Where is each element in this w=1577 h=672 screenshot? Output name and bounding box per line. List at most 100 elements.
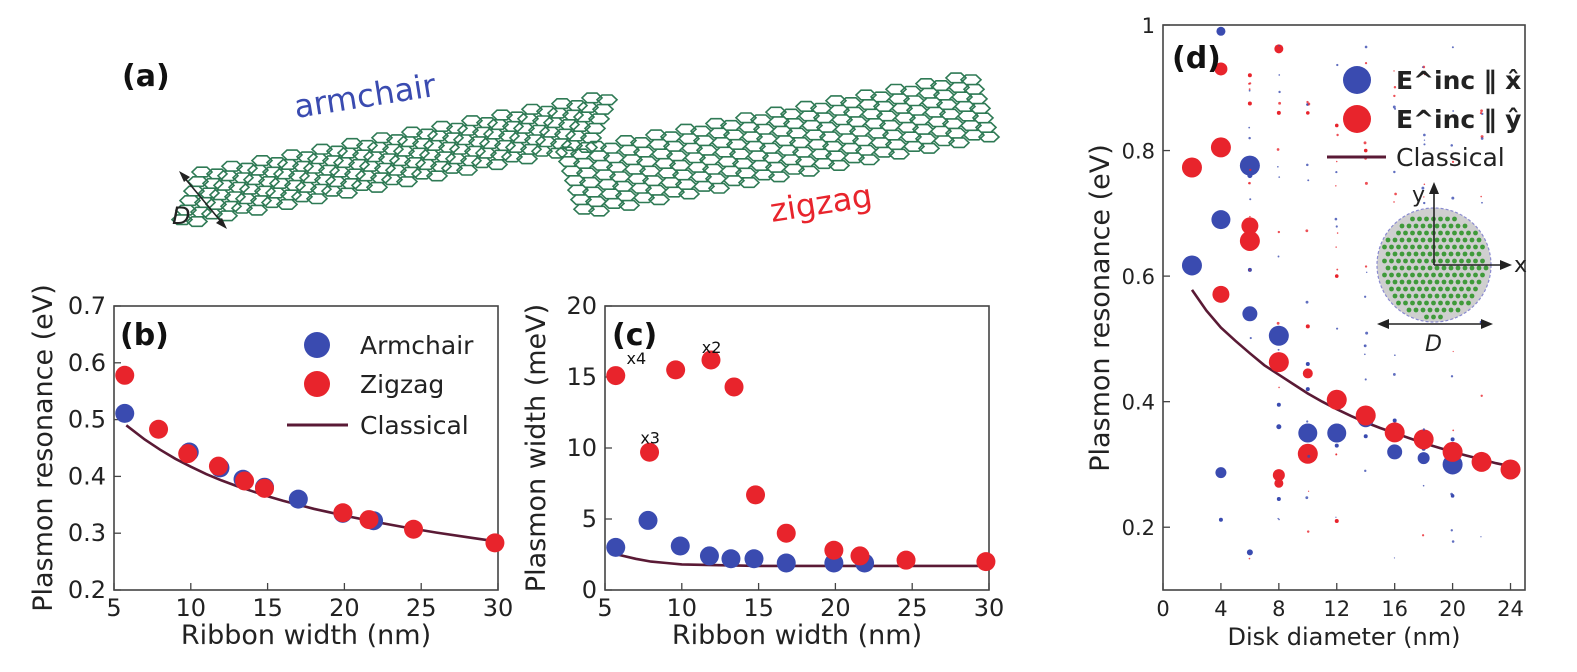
disk-atom [1389,258,1394,264]
data-point [670,536,690,556]
chart-d-classical-line [1190,289,1511,468]
disk-atom [1410,300,1415,306]
disk-atom [1445,300,1450,306]
y-tick-label: 0.4 [1122,391,1155,415]
fine-structure-dot [1335,516,1337,518]
fine-structure-dot [1364,45,1368,49]
data-point [1442,441,1463,462]
data-point [850,546,870,566]
disk-atom [1389,286,1394,292]
disk-atom [1396,244,1401,250]
disk-atom [1473,286,1478,292]
fine-structure-dot [1480,195,1482,198]
disk-atom [1452,244,1457,250]
disk-atom [1434,223,1440,229]
x-tick-label: 10 [667,594,698,622]
data-point [1211,210,1231,230]
disk-atom [1438,216,1443,222]
data-point [1297,443,1318,464]
disk-atom [1441,307,1447,313]
disk-atom [1399,265,1405,271]
legend-classical-text: Classical [360,411,469,440]
disk-atom [1469,293,1475,299]
fine-structure-dot [1278,101,1282,105]
disk-atom [1399,251,1405,257]
data-point [1327,423,1347,443]
chart-b-legend: Armchair Zigzag Classical [287,331,474,440]
disk-atom [1427,237,1433,243]
data-point [976,552,996,572]
data-point [606,366,626,386]
disk-atom [1420,279,1426,285]
data-point [1298,423,1318,443]
data-point [824,540,844,560]
data-point [1363,148,1368,153]
y-tick-label: 0 [582,576,597,604]
disk-atom [1466,258,1471,264]
disk-atom [1410,258,1415,264]
fine-structure-dot [1278,176,1281,178]
fine-structure-dot [1336,268,1339,271]
y-tick-label: 20 [566,292,597,320]
fine-structure-dot [1422,428,1426,431]
disk-atom [1452,286,1457,292]
data-point [1239,155,1260,176]
disk-atom [1389,272,1394,278]
disk-atom [1410,216,1415,222]
data-point [1302,368,1313,379]
fine-structure-dot [1335,185,1337,187]
disk-atom [1382,244,1387,250]
x-tick-label: 20 [329,594,360,622]
fine-structure-dot [1336,133,1339,137]
disk-atom [1420,237,1426,243]
fine-structure-dot [1363,141,1367,145]
fine-structure-dot [1423,73,1426,76]
disk-atom [1455,307,1461,313]
fine-structure-dot [1422,484,1425,487]
chart-d-panel-label: (d) [1172,41,1221,76]
disk-atom [1399,293,1405,299]
disk-atom [1452,272,1457,278]
fine-structure-dot [1248,89,1251,92]
disk-atom [1452,300,1457,306]
fine-structure-dot [1364,265,1368,268]
chart-b-x-title: Ribbon width (nm) [181,620,431,651]
disk-atom [1431,300,1436,306]
fine-structure-dot [1392,373,1396,376]
fine-structure-dot [1364,295,1367,298]
disk-atom [1403,300,1408,306]
disk-atom [1480,272,1485,278]
disk-atom [1427,279,1433,285]
disk-atom [1410,286,1415,292]
disk-atom [1431,286,1436,292]
data-point [1334,443,1339,448]
disk-atom [1452,230,1457,236]
disk-atom [1441,223,1447,229]
disk-atom [1410,230,1415,236]
data-point [1272,469,1285,482]
x-tick-label: 5 [597,594,612,622]
y-tick-label: 0.4 [68,462,106,490]
fine-structure-dot [1364,378,1367,381]
disk-atom [1396,230,1401,236]
y-tick-label: 0.6 [68,349,106,377]
fine-structure-dot [1277,165,1279,168]
disk-atom [1427,293,1433,299]
y-tick-label: 5 [582,505,597,533]
chart-d-frame [1162,24,1526,591]
disk-atom [1403,258,1408,264]
chart-c-y-title: Plasmon width (meV) [521,304,552,592]
chart-b-classical-line [125,424,499,543]
disk-atom [1462,293,1468,299]
disk-atom [1445,244,1450,250]
chart-d-y-ticks: 0.2 0.4 0.6 0.8 1 [1122,14,1170,540]
x-tick-label: 25 [897,594,928,622]
disk-atom [1417,286,1422,292]
data-point [724,377,744,397]
fine-structure-dot [1423,143,1426,146]
disk-atom [1445,272,1450,278]
fine-structure-dot [1452,429,1455,432]
disk-atom [1473,272,1478,278]
fine-structure-dot [1394,192,1397,196]
